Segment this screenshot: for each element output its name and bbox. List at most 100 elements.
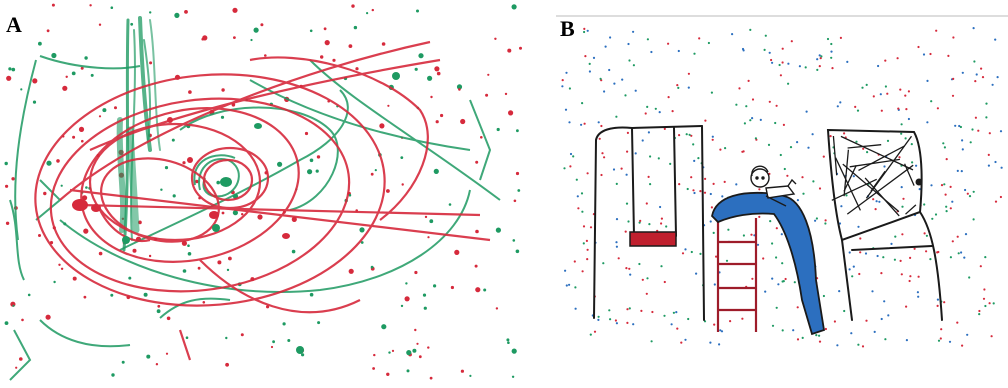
confetti-dot [707,41,710,45]
panel-label-b: B [560,16,575,41]
confetti-dot [667,42,670,45]
confetti-dot [949,256,952,259]
confetti-dot [720,330,724,333]
splatter-dot [6,75,12,81]
confetti-dot [687,72,690,75]
confetti-dot [665,225,668,228]
confetti-dot [973,60,976,63]
confetti-dot [961,139,964,142]
confetti-dot [833,320,836,323]
confetti-dot [586,29,589,32]
confetti-dot [729,320,732,323]
confetti-dot [898,156,901,159]
playground-drawing [552,14,1008,354]
confetti-dot [948,340,952,343]
splatter-dot [171,138,175,142]
confetti-dot [565,284,568,287]
confetti-dot [583,122,586,125]
confetti-dot [907,90,910,93]
confetti-dot [711,138,714,141]
splatter-dot [511,375,515,378]
confetti-dot [612,168,616,171]
splatter-dot [304,131,309,136]
confetti-dot [865,319,868,322]
splatter-dot [232,210,238,216]
confetti-dot [996,76,999,79]
splatter-dot [82,195,88,201]
confetti-dot [657,157,660,160]
splatter-dot [71,71,76,76]
confetti-dot [681,252,685,255]
confetti-dot [684,248,687,251]
confetti-dot [709,341,712,344]
splatter-dot [89,4,92,7]
confetti-dot [703,191,707,194]
confetti-dot [581,102,584,105]
splatter-dot [65,75,68,79]
splatter-dot [309,292,314,297]
confetti-dot [945,210,948,213]
confetti-dot [848,268,851,271]
splatter-dot [46,160,52,166]
confetti-dot [936,107,939,110]
confetti-dot [754,137,757,140]
splatter-dot [487,73,490,76]
confetti-dot [884,59,887,62]
confetti-dot [866,151,869,154]
splatter-dot [386,372,390,376]
splatter-dot [78,126,85,132]
splatter-dot [427,75,433,81]
confetti-dot [913,247,916,250]
splatter-dot [483,288,487,292]
splatter-dot [4,321,9,325]
splatter-dot [197,266,201,270]
confetti-dot [843,309,846,313]
confetti-dot [984,256,987,259]
confetti-dot [865,83,868,86]
confetti-dot [693,52,696,55]
confetti-dot [900,273,903,276]
confetti-dot [909,256,912,259]
splatter-dot [460,369,464,373]
confetti-dot [990,335,993,338]
splatter-dot [38,234,41,237]
confetti-dot [632,30,635,33]
confetti-dot [626,131,629,134]
confetti-dot [985,116,988,119]
confetti-dot [781,61,784,64]
confetti-dot [763,48,766,52]
splatter-dot [320,55,324,59]
confetti-dot [883,165,886,168]
confetti-dot [751,98,755,101]
confetti-dot [876,254,879,258]
splatter-dot [434,66,440,72]
confetti-dot [615,218,619,221]
confetti-dot [807,146,810,149]
splatter-dot [440,113,444,118]
confetti-dot [954,124,957,127]
splatter-dot [416,342,419,345]
splatter-dot [414,328,417,332]
confetti-dot [893,258,896,261]
confetti-dot [680,341,683,344]
confetti-dot [615,182,618,185]
confetti-dot [901,205,904,208]
splatter-dot [418,355,422,359]
confetti-dot [658,111,661,114]
net-knot [915,178,923,186]
splatter-dot [5,221,10,225]
confetti-dot [625,267,628,270]
splatter-dot [32,100,37,104]
confetti-dot [923,232,926,235]
confetti-dot [690,250,693,254]
confetti-dot [981,76,985,79]
splatter-dot [504,92,508,96]
confetti-dot [848,251,851,254]
confetti-dot [855,140,858,143]
confetti-dot [600,173,603,177]
confetti-dot [857,225,860,228]
confetti-dot [818,334,821,337]
splatter-dot [400,156,404,160]
confetti-dot [699,190,702,193]
confetti-dot [718,343,721,346]
